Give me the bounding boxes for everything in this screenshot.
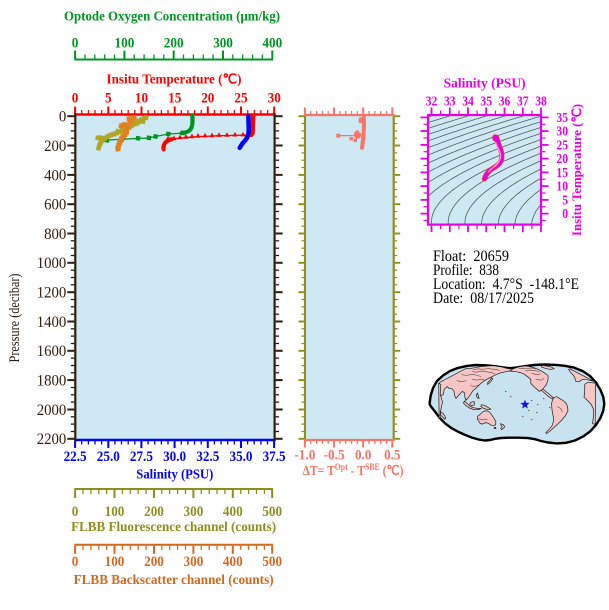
svg-text:200: 200 [144,504,164,520]
svg-text:Location: 4.7°S -148.1°E: Location: 4.7°S -148.1°E [433,276,579,293]
svg-text:1000: 1000 [37,255,67,272]
svg-text:35: 35 [556,110,568,125]
svg-text:20: 20 [201,91,214,107]
svg-text:15: 15 [168,91,181,107]
svg-text:Salinity (PSU): Salinity (PSU) [444,76,526,91]
svg-text:500: 500 [262,504,282,520]
svg-text:38: 38 [535,94,547,109]
svg-text:32.5: 32.5 [196,449,219,465]
svg-text:37.5: 37.5 [263,449,286,465]
svg-text:2200: 2200 [37,431,67,448]
svg-text:-1.0: -1.0 [294,447,315,463]
svg-text:800: 800 [44,226,66,243]
svg-text:400: 400 [223,554,243,570]
svg-text:400: 400 [223,504,243,520]
svg-text:0: 0 [72,554,79,570]
svg-text:37: 37 [517,94,529,109]
svg-text:Pressure (decibar): Pressure (decibar) [7,273,23,362]
svg-text:0: 0 [72,91,79,107]
svg-text:400: 400 [44,167,66,184]
svg-text:200: 200 [44,138,66,155]
svg-text:600: 600 [44,197,66,214]
svg-text:1200: 1200 [37,285,67,302]
svg-text:15: 15 [556,165,568,180]
svg-text:300: 300 [184,554,204,570]
svg-text:200: 200 [144,554,164,570]
svg-text:Optode Oxygen Concentration (μ: Optode Oxygen Concentration (μm/kg) [64,9,280,24]
svg-text:25.0: 25.0 [97,449,120,465]
svg-text:Insitu Temperature (℃): Insitu Temperature (℃) [570,104,584,236]
svg-text:400: 400 [262,36,282,52]
svg-text:5: 5 [562,193,568,208]
svg-text:100: 100 [105,504,125,520]
svg-text:35.0: 35.0 [230,449,253,465]
svg-text:0: 0 [59,109,67,126]
svg-text:20: 20 [556,151,568,166]
svg-text:25: 25 [556,138,568,153]
svg-text:2000: 2000 [37,402,67,419]
svg-text:0: 0 [72,36,79,52]
svg-text:10: 10 [556,179,568,194]
svg-text:0.0: 0.0 [355,447,371,463]
svg-text:32: 32 [426,94,438,109]
svg-text:300: 300 [213,36,233,52]
svg-text:Float: 20659: Float: 20659 [433,248,509,265]
svg-text:Date: 08/17/2025: Date: 08/17/2025 [433,290,534,307]
svg-text:0.5: 0.5 [384,447,400,463]
svg-text:5: 5 [105,91,112,107]
svg-text:1600: 1600 [37,343,67,360]
svg-text:FLBB Backscatter channel (coun: FLBB Backscatter channel (counts) [74,572,274,587]
svg-text:36: 36 [499,94,511,109]
svg-text:35: 35 [480,94,492,109]
svg-text:100: 100 [115,36,135,52]
svg-text:FLBB Fluorescence channel (cou: FLBB Fluorescence channel (counts) [71,519,276,534]
svg-text:0: 0 [562,206,568,221]
svg-text:1400: 1400 [37,314,67,331]
svg-text:33: 33 [444,94,456,109]
svg-text:22.5: 22.5 [64,449,87,465]
svg-text:10: 10 [135,91,148,107]
svg-text:500: 500 [262,554,282,570]
svg-text:30.0: 30.0 [163,449,186,465]
svg-text:0: 0 [72,504,79,520]
svg-text:25: 25 [234,91,247,107]
svg-text:30: 30 [268,91,281,107]
svg-text:30: 30 [556,124,568,139]
svg-text:100: 100 [105,554,125,570]
svg-text:27.5: 27.5 [130,449,153,465]
svg-text:Profile: 838: Profile: 838 [433,262,499,279]
svg-text:Salinity (PSU): Salinity (PSU) [136,467,213,482]
svg-text:Insitu Temperature (℃): Insitu Temperature (℃) [107,72,242,87]
svg-text:34: 34 [462,94,474,109]
svg-text:-0.5: -0.5 [324,447,345,463]
svg-text:ΔT= TOpt - TSBE (℃): ΔT= TOpt - TSBE (℃) [303,462,404,478]
svg-text:200: 200 [164,36,184,52]
svg-text:1800: 1800 [37,373,67,390]
svg-text:300: 300 [184,504,204,520]
